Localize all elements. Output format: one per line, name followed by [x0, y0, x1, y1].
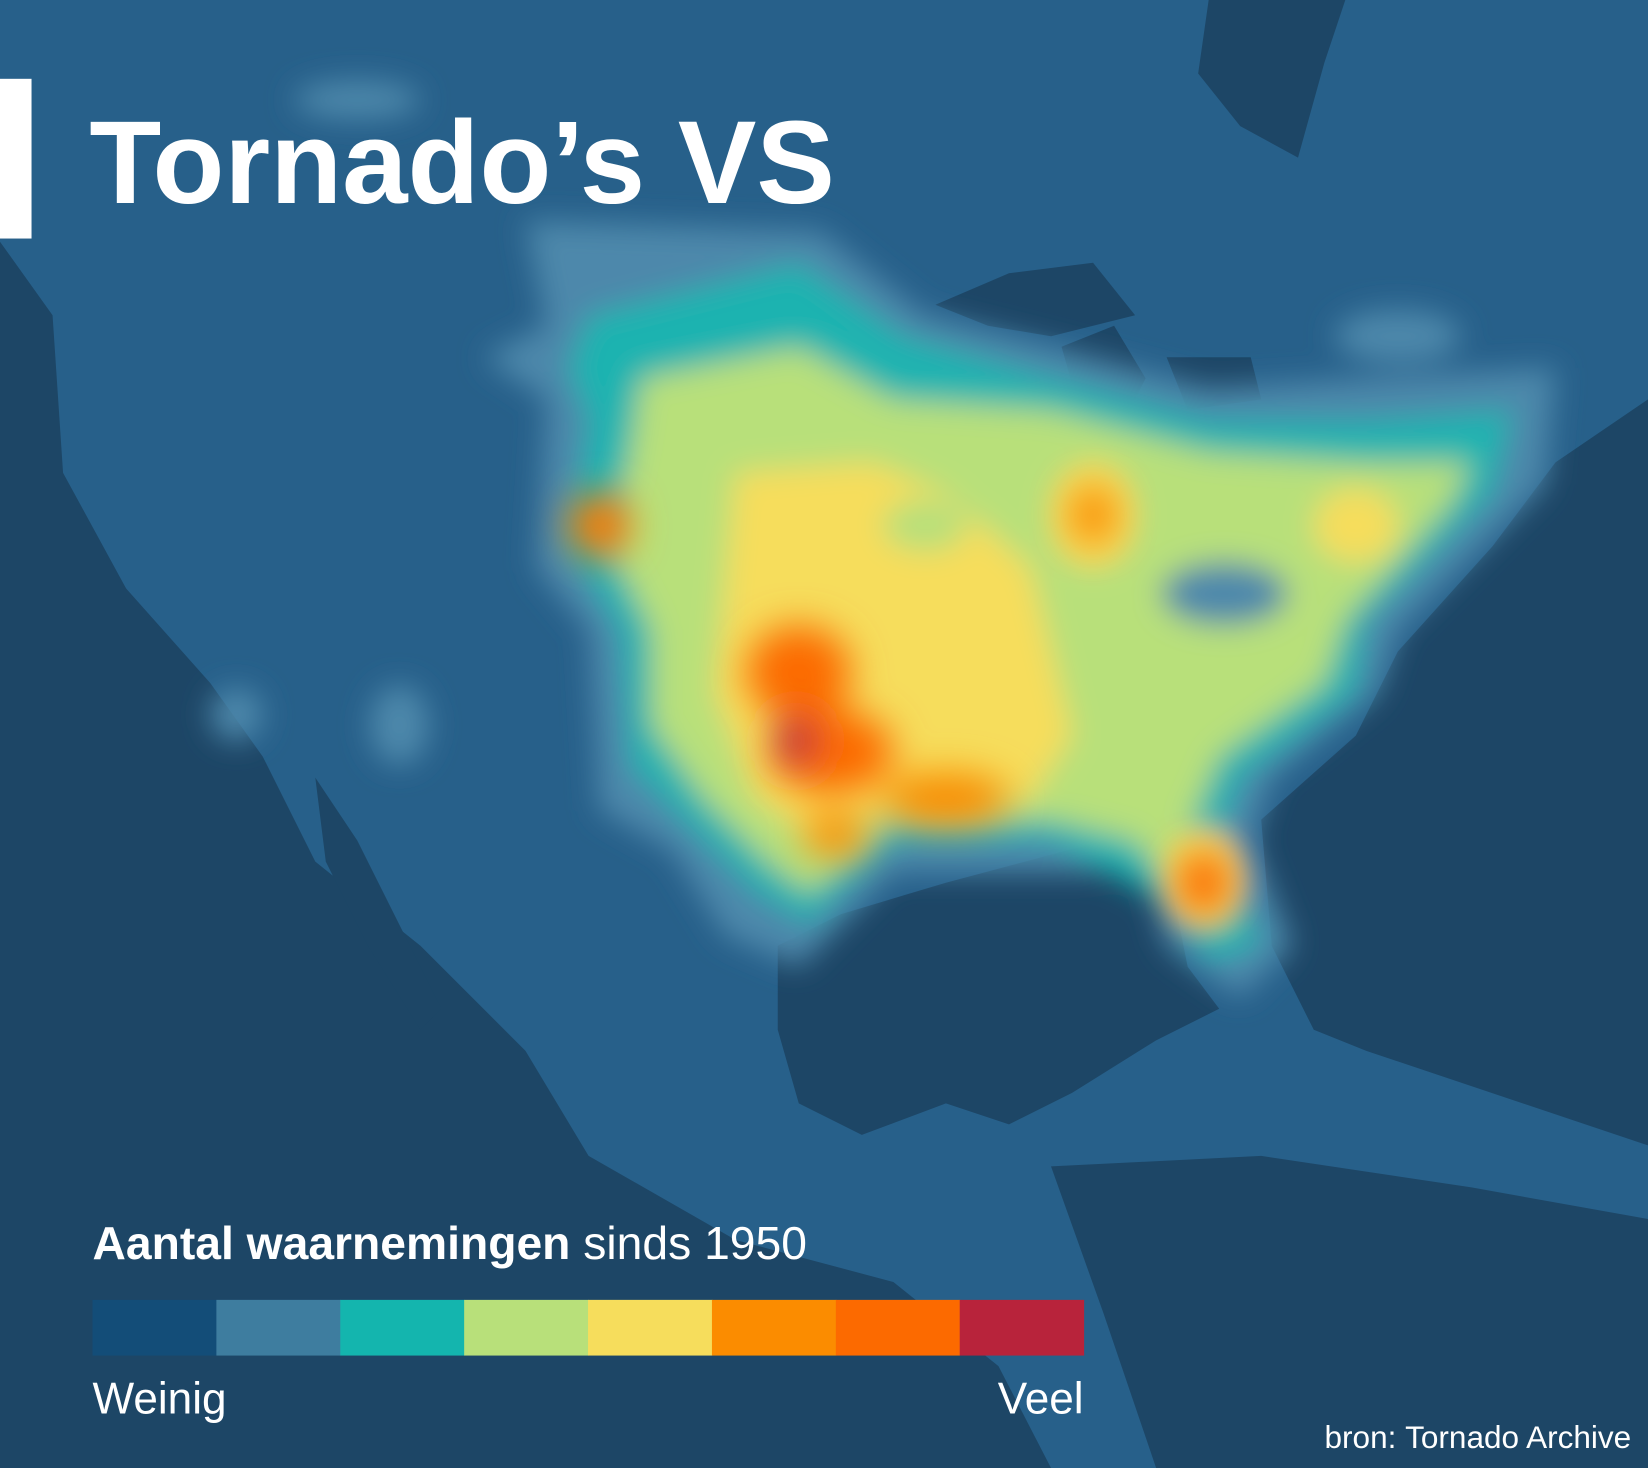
hotspots [567, 485, 1230, 915]
source-name: Tornado Archive [1405, 1419, 1631, 1455]
legend-swatch [588, 1299, 713, 1356]
legend-scale [92, 1299, 1085, 1356]
title: Tornado’s VS [89, 96, 835, 228]
legend-swatch [340, 1299, 465, 1356]
legend-title-rest: sinds 1950 [583, 1217, 807, 1269]
legend-title: Aantal waarnemingen sinds 1950 [92, 1217, 806, 1269]
legend-swatch [216, 1299, 341, 1356]
legend-high: Veel [998, 1374, 1084, 1423]
legend-swatch [711, 1299, 837, 1356]
legend-swatch [92, 1299, 217, 1356]
legend-title-bold: Aantal waarnemingen [92, 1217, 570, 1269]
source: bron: Tornado Archive [1325, 1419, 1632, 1455]
legend-swatch [959, 1299, 1085, 1356]
title-bar [0, 78, 32, 239]
legend-swatch [835, 1299, 961, 1356]
legend-low: Weinig [92, 1374, 226, 1423]
source-label: bron: [1325, 1419, 1397, 1455]
legend-swatch [464, 1299, 589, 1356]
